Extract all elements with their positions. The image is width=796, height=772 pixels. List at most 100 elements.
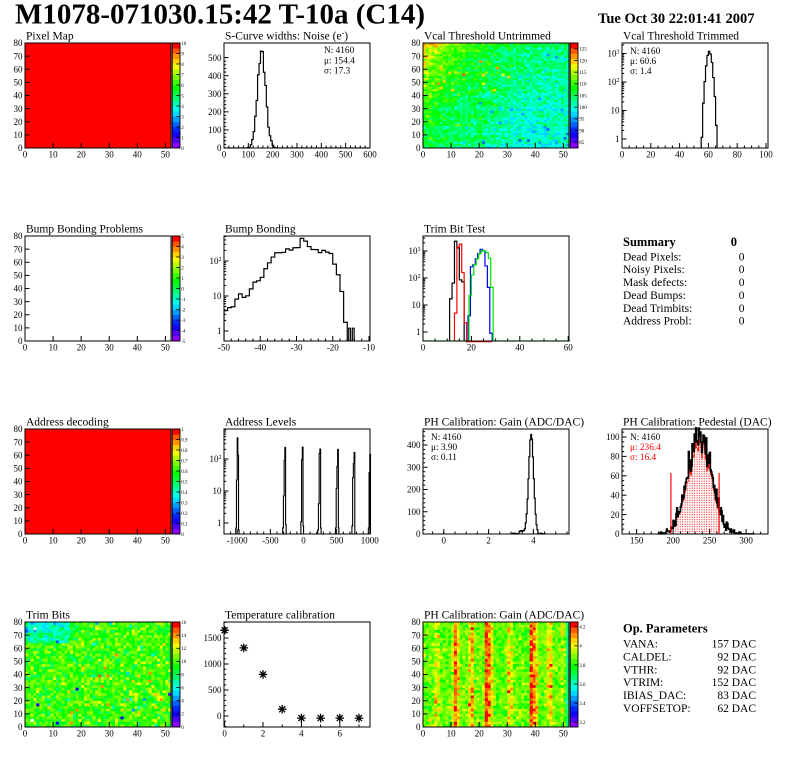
svg-text:20: 20	[475, 150, 485, 160]
svg-text:115: 115	[579, 71, 587, 76]
svg-text:VOFFSETOP:: VOFFSETOP:	[623, 703, 691, 715]
svg-text:70: 70	[412, 630, 422, 640]
svg-text:-20: -20	[327, 343, 339, 353]
svg-text:N: 4160: N: 4160	[324, 46, 355, 56]
svg-text:VTHR:: VTHR:	[623, 664, 658, 676]
svg-text:50: 50	[412, 657, 422, 667]
svg-text:103: 103	[409, 246, 421, 256]
svg-text:10: 10	[14, 323, 24, 333]
svg-text:92 DAC: 92 DAC	[717, 664, 756, 676]
svg-text:500: 500	[339, 150, 353, 160]
svg-text:50: 50	[161, 150, 171, 160]
svg-text:6: 6	[181, 686, 184, 691]
svg-text:30: 30	[503, 150, 513, 160]
svg-text:10: 10	[49, 343, 59, 353]
svg-text:10: 10	[412, 709, 422, 719]
svg-text:30: 30	[105, 150, 115, 160]
svg-text:0: 0	[416, 143, 421, 153]
svg-text:μ: 236.4: μ: 236.4	[630, 443, 661, 453]
svg-text:40: 40	[412, 91, 422, 101]
svg-text:70: 70	[14, 51, 24, 61]
svg-text:100: 100	[579, 106, 587, 111]
svg-text:83 DAC: 83 DAC	[717, 690, 756, 702]
svg-text:2: 2	[486, 536, 491, 546]
svg-text:80: 80	[14, 617, 24, 627]
svg-text:30: 30	[412, 104, 422, 114]
svg-text:100: 100	[208, 125, 222, 135]
svg-text:Trim Bits: Trim Bits	[26, 610, 71, 622]
svg-text:30: 30	[503, 729, 513, 739]
svg-text:2: 2	[261, 729, 266, 739]
svg-text:0: 0	[217, 711, 222, 721]
svg-text:0: 0	[421, 729, 426, 739]
svg-text:102: 102	[608, 77, 620, 87]
svg-text:6: 6	[181, 84, 184, 89]
svg-text:40: 40	[531, 729, 541, 739]
svg-text:μ: 154.4: μ: 154.4	[324, 57, 355, 67]
svg-text:80: 80	[14, 231, 24, 241]
svg-text:Summary: Summary	[623, 235, 677, 249]
svg-text:0: 0	[739, 303, 745, 315]
svg-text:40: 40	[133, 150, 143, 160]
svg-text:400: 400	[315, 150, 329, 160]
svg-text:-30: -30	[291, 343, 303, 353]
svg-text:40: 40	[515, 343, 525, 353]
svg-text:10: 10	[447, 150, 457, 160]
svg-text:3.6: 3.6	[579, 683, 586, 688]
svg-text:110: 110	[579, 83, 587, 88]
svg-text:-1: -1	[181, 298, 186, 303]
svg-text:3.4: 3.4	[579, 702, 586, 707]
svg-text:-4: -4	[181, 329, 186, 334]
svg-text:300: 300	[739, 536, 753, 546]
svg-text:60: 60	[564, 343, 574, 353]
svg-text:2: 2	[181, 713, 184, 718]
svg-text:85: 85	[579, 141, 585, 146]
svg-text:10: 10	[14, 709, 24, 719]
svg-text:60: 60	[14, 644, 24, 654]
svg-text:0: 0	[23, 150, 28, 160]
svg-text:VANA:: VANA:	[623, 639, 658, 651]
svg-text:20: 20	[14, 503, 24, 513]
svg-text:10: 10	[181, 42, 187, 47]
svg-text:1: 1	[615, 134, 620, 144]
svg-text:40: 40	[675, 150, 685, 160]
svg-text:N: 4160: N: 4160	[630, 47, 661, 57]
svg-text:200: 200	[666, 536, 680, 546]
svg-text:PH Calibration: Pedestal (DAC): PH Calibration: Pedestal (DAC)	[623, 417, 772, 429]
svg-text:Trim Bit Test: Trim Bit Test	[424, 224, 486, 236]
svg-text:1000: 1000	[361, 536, 380, 546]
svg-text:0: 0	[442, 536, 447, 546]
svg-text:1: 1	[181, 428, 184, 433]
svg-text:1: 1	[181, 277, 184, 282]
svg-text:50: 50	[14, 271, 24, 281]
svg-text:60: 60	[14, 257, 24, 267]
svg-text:400: 400	[208, 71, 222, 81]
svg-text:0: 0	[181, 147, 184, 152]
svg-text:0: 0	[23, 343, 28, 353]
svg-text:50: 50	[161, 729, 171, 739]
svg-text:10: 10	[213, 291, 223, 301]
svg-text:10: 10	[14, 516, 24, 526]
svg-text:30: 30	[14, 683, 24, 693]
svg-text:4: 4	[181, 700, 184, 705]
svg-text:3: 3	[181, 256, 184, 261]
svg-text:50: 50	[14, 464, 24, 474]
svg-text:-1000: -1000	[227, 536, 248, 546]
svg-text:20: 20	[412, 117, 422, 127]
svg-text:20: 20	[611, 510, 621, 520]
svg-text:600: 600	[363, 150, 377, 160]
svg-text:100: 100	[242, 150, 256, 160]
svg-text:M1078-071030.15:42 T-10a (C14): M1078-071030.15:42 T-10a (C14)	[15, 0, 425, 31]
svg-text:σ: 0.11: σ: 0.11	[431, 453, 457, 463]
svg-text:20: 20	[14, 117, 24, 127]
svg-text:0.1: 0.1	[181, 522, 188, 527]
svg-text:300: 300	[208, 89, 222, 99]
svg-text:Dead Pixels:: Dead Pixels:	[623, 251, 681, 263]
svg-text:400: 400	[407, 440, 421, 450]
svg-text:10: 10	[49, 536, 59, 546]
svg-text:10: 10	[49, 150, 59, 160]
svg-text:200: 200	[208, 107, 222, 117]
svg-text:5: 5	[181, 94, 184, 99]
svg-text:20: 20	[77, 729, 87, 739]
svg-text:105: 105	[579, 94, 587, 99]
